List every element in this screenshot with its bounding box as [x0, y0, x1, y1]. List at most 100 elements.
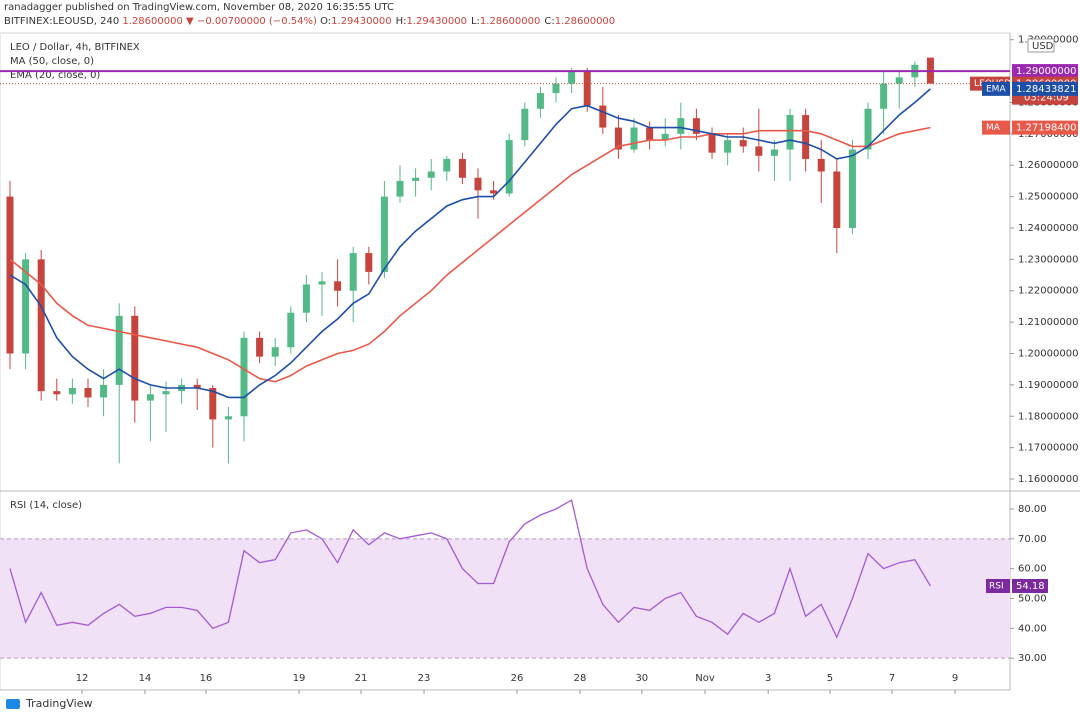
y-tick-label: 30.00: [1018, 653, 1047, 664]
candle-body: [349, 253, 357, 291]
symbol: BITFINEX:LEOUSD, 240: [4, 16, 120, 27]
y-tick-label: 40.00: [1018, 623, 1047, 634]
candle-body: [458, 158, 466, 178]
candle-body: [677, 118, 685, 134]
candle-body: [630, 127, 638, 150]
indicator-name-badge: [982, 81, 1010, 96]
candle-body: [131, 315, 139, 401]
rsi-line: [9, 499, 931, 639]
candle-body: [646, 127, 654, 141]
rsi-badge-text: 54.18: [1016, 581, 1045, 592]
candle-body: [68, 388, 76, 395]
indicator-line: [9, 126, 931, 383]
x-tick-label: 14: [139, 673, 152, 684]
candle-body: [334, 281, 342, 291]
level-badge-text: 1.29000000: [1016, 66, 1076, 77]
candle-body: [864, 108, 872, 150]
candle-body: [146, 394, 154, 401]
candle-body: [162, 391, 170, 395]
y-tick-label: 60.00: [1018, 564, 1047, 575]
x-tick-label: 19: [293, 673, 306, 684]
candle-body: [396, 180, 404, 197]
ohlc-value: 1.28600000: [554, 16, 616, 27]
candle-body: [6, 196, 14, 354]
indicator-badge: [1012, 120, 1078, 135]
currency: USD: [1032, 41, 1054, 52]
ohlc: O:1.29430000 H:1.29430000 L:1.28600000 C:1.…: [320, 16, 619, 27]
indicator-badge-text: 1.28433821: [1016, 84, 1076, 95]
rsi-name-badge: [986, 578, 1010, 593]
brand: TradingView: [25, 697, 92, 710]
candle-body: [84, 388, 92, 398]
candle-body: [100, 384, 108, 398]
candle-body: [53, 391, 61, 395]
candle-body: [708, 133, 716, 153]
candle-body: [209, 388, 217, 420]
ohlc-label: O:: [320, 16, 332, 27]
tv-logo: [6, 699, 20, 709]
candle-body: [271, 347, 279, 357]
candle-body: [583, 71, 591, 106]
candle-body: [380, 196, 388, 272]
rsi-title: RSI (14, close): [10, 500, 82, 511]
legend-entry: MA (50, close, 0): [10, 56, 94, 67]
x-tick-label: 28: [574, 673, 587, 684]
candle-body: [755, 146, 763, 156]
candle-body: [365, 253, 373, 272]
y-tick-label: 1.16000000: [1018, 474, 1078, 485]
candle-body: [724, 140, 732, 153]
y-tick-label: 1.17000000: [1018, 443, 1078, 454]
candle-body: [739, 140, 747, 147]
x-tick-label: 16: [200, 673, 213, 684]
candle-body: [661, 133, 669, 141]
candle-body: [412, 177, 420, 181]
candle-body: [224, 416, 232, 420]
ohlc-label: C:: [544, 16, 555, 27]
candle-body: [536, 93, 544, 109]
indicator-line: [9, 88, 931, 399]
candle-body: [115, 315, 123, 385]
candle-body: [833, 171, 841, 228]
y-tick-label: 80.00: [1018, 504, 1047, 515]
candle-body: [895, 77, 903, 84]
y-tick-label: 1.24000000: [1018, 223, 1078, 234]
countdown: 03:24:09: [1024, 93, 1069, 104]
candle-body: [802, 115, 810, 159]
indicator-badge-text: 1.27198400: [1016, 123, 1076, 134]
candle-body: [443, 158, 451, 172]
candle-body: [599, 105, 607, 128]
y-tick-label: 1.23000000: [1018, 254, 1078, 265]
publisher: ranadagger published on TradingView.com,…: [4, 2, 394, 13]
legend-entry: EMA (20, close, 0): [10, 70, 100, 81]
ohlc-value: 1.29430000: [406, 16, 467, 27]
candle-body: [427, 171, 435, 178]
rsi-name: RSI: [989, 581, 1004, 591]
ohlc-value: 1.28600000: [479, 16, 541, 27]
candle-body: [568, 71, 576, 84]
x-tick-label: 26: [511, 673, 524, 684]
candle-body: [692, 118, 700, 134]
legend-title: LEO / Dollar, 4h, BITFINEX: [10, 42, 140, 53]
candle-body: [256, 337, 264, 357]
ohlc-label: H:: [395, 16, 407, 27]
indicator-badge: [1012, 81, 1078, 96]
candle-body: [22, 259, 30, 354]
indicator-name: EMA: [986, 84, 1006, 94]
x-tick-label: 23: [418, 673, 431, 684]
y-tick-label: 1.26000000: [1018, 160, 1078, 171]
candle-body: [193, 384, 201, 389]
candle-body: [552, 83, 560, 94]
candle-body: [240, 337, 248, 417]
x-tick-label: 3: [765, 673, 771, 684]
x-tick-label: 30: [635, 673, 648, 684]
x-tick-label: 21: [355, 673, 368, 684]
change: −0.00700000 (−0.54%): [196, 16, 317, 27]
y-tick-label: 1.21000000: [1018, 317, 1078, 328]
candle-body: [505, 140, 513, 194]
rsi-band: [0, 538, 1010, 659]
candle-body: [474, 177, 482, 191]
candle-body: [614, 127, 622, 150]
indicator-name: MA: [986, 123, 1001, 133]
